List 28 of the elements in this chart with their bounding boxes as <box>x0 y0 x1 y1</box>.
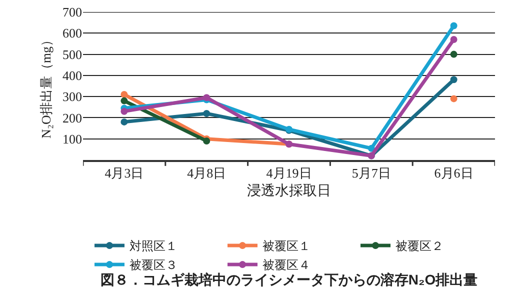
legend-label: 被覆区３ <box>130 258 178 272</box>
point <box>120 90 128 98</box>
y-tick-label: 300 <box>62 89 82 104</box>
legend-label: 被覆区１ <box>262 239 310 254</box>
point <box>120 108 128 115</box>
x-tick-label: 5月7日 <box>352 165 391 180</box>
point <box>450 22 458 30</box>
x-tick-label: 4月3日 <box>104 165 144 180</box>
legend-label: 被覆区４ <box>262 258 310 272</box>
y-axis-title: N₂O排出量（mg） <box>38 34 54 138</box>
point <box>203 110 210 117</box>
y-tick-label: 600 <box>62 26 82 41</box>
y-tick-label: 400 <box>62 68 82 83</box>
x-tick-label: 4月19日 <box>266 165 312 180</box>
point <box>450 76 458 84</box>
x-tick-label: 6月6日 <box>434 165 474 180</box>
legend-label: 対照区１ <box>130 239 178 254</box>
y-tick-label: 100 <box>62 131 82 146</box>
point <box>450 36 458 43</box>
point <box>120 118 128 126</box>
x-axis-title: 浸透水採取日 <box>247 183 331 200</box>
y-tick-label: 500 <box>62 46 82 62</box>
x-tick-label: 4月8日 <box>187 165 226 180</box>
text: 図８．コムギ栽培中のライシメータ下からの溶存N₂O排出量 <box>100 271 478 288</box>
point <box>120 97 128 104</box>
legend-label: 被覆区２ <box>396 239 444 254</box>
y-tick-label: 200 <box>62 110 82 126</box>
y-tick-label: 700 <box>62 4 82 20</box>
